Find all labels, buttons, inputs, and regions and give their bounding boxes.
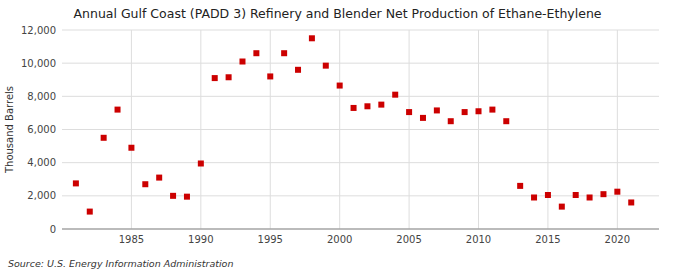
point bbox=[226, 74, 232, 80]
y-tick-label: 0 bbox=[50, 224, 56, 235]
x-tick-label: 1990 bbox=[188, 234, 213, 245]
point bbox=[239, 59, 245, 65]
point bbox=[212, 75, 218, 81]
point bbox=[600, 191, 606, 197]
points bbox=[73, 35, 634, 214]
y-grid-line bbox=[62, 96, 659, 97]
x-tick-label: 2005 bbox=[396, 234, 421, 245]
point bbox=[573, 192, 579, 198]
y-tick-label: 8,000 bbox=[27, 91, 56, 102]
x-axis-line bbox=[62, 229, 659, 230]
point bbox=[434, 107, 440, 113]
point bbox=[420, 115, 426, 121]
point bbox=[128, 145, 134, 151]
point bbox=[448, 118, 454, 124]
y-grid-line bbox=[62, 30, 659, 31]
point bbox=[309, 35, 315, 41]
y-tick-label: 4,000 bbox=[27, 157, 56, 168]
x-grid-line bbox=[339, 30, 340, 229]
y-tick-label: 10,000 bbox=[21, 58, 56, 69]
point bbox=[351, 105, 357, 111]
point bbox=[156, 175, 162, 181]
x-tick-label: 1985 bbox=[119, 234, 144, 245]
y-axis-label: Thousand Barrels bbox=[4, 86, 15, 174]
point bbox=[392, 92, 398, 98]
point bbox=[337, 83, 343, 89]
y-grid-line bbox=[62, 162, 659, 163]
point bbox=[559, 204, 565, 210]
point bbox=[142, 181, 148, 187]
point bbox=[517, 183, 523, 189]
point bbox=[364, 103, 370, 109]
x-tick-label: 2020 bbox=[605, 234, 630, 245]
point bbox=[73, 180, 79, 186]
x-tick-label: 2015 bbox=[535, 234, 560, 245]
point bbox=[115, 107, 121, 113]
point bbox=[170, 193, 176, 199]
point bbox=[587, 194, 593, 200]
point bbox=[184, 194, 190, 200]
point bbox=[323, 63, 329, 69]
point bbox=[628, 199, 634, 205]
x-grid-line bbox=[270, 30, 271, 229]
source-note: Source: U.S. Energy Information Administ… bbox=[8, 258, 233, 269]
x-grid-line bbox=[617, 30, 618, 229]
point bbox=[295, 67, 301, 73]
y-grid-line bbox=[62, 129, 659, 130]
point bbox=[87, 209, 93, 215]
x-grid-line bbox=[478, 30, 479, 229]
point bbox=[503, 118, 509, 124]
x-tick-label: 2000 bbox=[327, 234, 352, 245]
x-grid-line bbox=[547, 30, 548, 229]
point bbox=[476, 108, 482, 114]
y-tick-label: 12,000 bbox=[21, 25, 56, 36]
point bbox=[281, 50, 287, 56]
title: Annual Gulf Coast (PADD 3) Refinery and … bbox=[73, 6, 601, 21]
y-grid-line bbox=[62, 63, 659, 64]
x-tick-label: 1995 bbox=[258, 234, 283, 245]
x-tick-label: 2010 bbox=[466, 234, 491, 245]
point bbox=[101, 135, 107, 141]
point bbox=[489, 107, 495, 113]
point bbox=[253, 50, 259, 56]
point bbox=[545, 192, 551, 198]
point bbox=[406, 109, 412, 115]
point bbox=[378, 102, 384, 108]
y-grid-line bbox=[62, 195, 659, 196]
point bbox=[267, 73, 273, 79]
x-grid-line bbox=[131, 30, 132, 229]
x-grid-line bbox=[200, 30, 201, 229]
y-tick-label: 2,000 bbox=[27, 190, 56, 201]
x-grid-line bbox=[409, 30, 410, 229]
point bbox=[614, 189, 620, 195]
y-tick-label: 6,000 bbox=[27, 124, 56, 135]
grid bbox=[62, 30, 659, 229]
y-grid-line bbox=[62, 229, 659, 230]
point bbox=[198, 160, 204, 166]
chart: Annual Gulf Coast (PADD 3) Refinery and … bbox=[0, 0, 675, 275]
point bbox=[462, 109, 468, 115]
point bbox=[531, 194, 537, 200]
